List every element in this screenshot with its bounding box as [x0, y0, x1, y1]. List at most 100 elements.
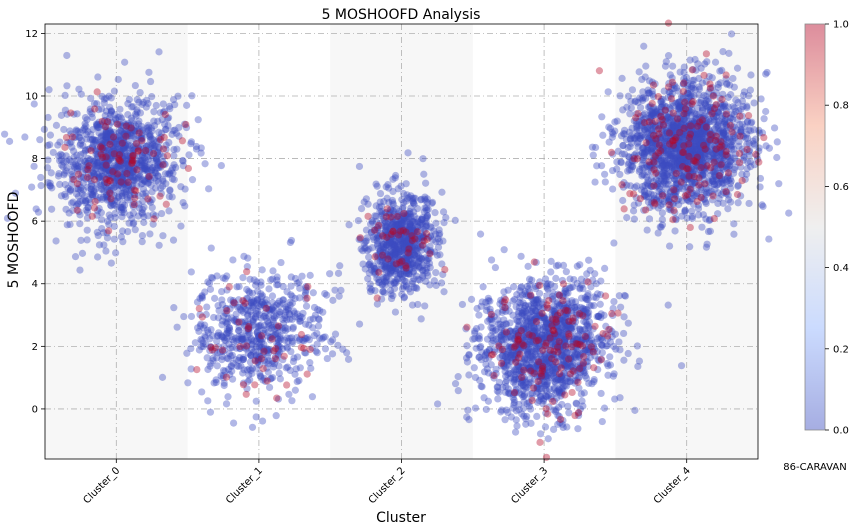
data-point [98, 143, 107, 151]
data-point [142, 165, 150, 173]
data-point [439, 237, 447, 245]
data-point [121, 166, 129, 175]
data-point [489, 324, 497, 332]
data-point [123, 173, 131, 181]
data-point [107, 202, 115, 210]
data-point [743, 103, 751, 112]
data-point [123, 131, 131, 139]
data-point [115, 121, 123, 129]
data-point [618, 150, 626, 158]
data-point [134, 192, 143, 200]
data-point [95, 173, 103, 181]
data-point [620, 313, 628, 321]
data-point [152, 169, 160, 177]
data-point [282, 364, 290, 372]
data-point [140, 162, 148, 170]
data-point [104, 127, 113, 136]
data-point [638, 95, 646, 103]
data-point [112, 170, 120, 178]
data-point [118, 141, 127, 149]
data-point [170, 176, 178, 184]
data-point [665, 242, 674, 250]
data-point [745, 199, 753, 208]
data-point [90, 160, 98, 168]
data-point [125, 152, 133, 160]
data-point [107, 118, 115, 126]
data-point [152, 155, 160, 163]
data-point [101, 126, 109, 134]
data-point [626, 182, 635, 190]
data-point [119, 176, 127, 184]
data-point [92, 136, 100, 144]
data-point [93, 159, 101, 167]
data-point [118, 152, 126, 160]
data-point [517, 284, 525, 292]
data-point [269, 306, 277, 314]
data-point [128, 103, 136, 111]
data-point [106, 145, 114, 154]
data-point [250, 276, 258, 284]
data-point [345, 221, 353, 229]
data-point [116, 126, 125, 135]
data-point [72, 126, 80, 134]
data-point [464, 406, 472, 414]
data-point [135, 125, 143, 133]
data-point [139, 205, 147, 214]
data-point [596, 300, 604, 308]
data-point [48, 205, 56, 213]
data-point [344, 355, 353, 363]
data-point [135, 200, 143, 208]
data-point [183, 101, 191, 109]
data-point [698, 223, 706, 231]
data-point [573, 303, 581, 311]
data-point [155, 137, 163, 146]
data-point [106, 138, 114, 146]
data-point [137, 134, 145, 142]
data-point [785, 209, 793, 217]
data-point [392, 171, 400, 180]
data-point [122, 127, 130, 135]
data-point [194, 116, 202, 124]
data-point [21, 133, 29, 141]
data-point [121, 186, 130, 194]
data-point [49, 148, 57, 157]
data-point [126, 193, 134, 201]
data-point [138, 161, 146, 169]
data-point [364, 200, 372, 208]
data-point [139, 148, 148, 157]
data-point [146, 148, 154, 156]
data-point [95, 174, 103, 182]
data-point [60, 158, 68, 166]
data-point [309, 289, 317, 297]
data-point [144, 126, 153, 134]
data-point [125, 121, 133, 129]
data-point [137, 122, 146, 131]
data-point [166, 186, 174, 194]
data-point [139, 197, 147, 205]
data-point [125, 123, 133, 131]
data-point [76, 266, 84, 274]
data-point [82, 122, 90, 130]
data-point [611, 395, 619, 403]
data-point [104, 157, 112, 165]
data-point [119, 165, 127, 173]
data-point [83, 116, 91, 124]
data-point [118, 183, 127, 192]
data-point [28, 183, 36, 191]
data-point [107, 152, 116, 160]
data-point [113, 176, 121, 184]
data-point [308, 393, 317, 401]
data-point [326, 270, 334, 278]
data-point [125, 95, 133, 104]
data-point [67, 138, 75, 146]
data-point [83, 236, 91, 244]
data-point [137, 180, 145, 188]
data-point [118, 213, 126, 221]
data-point [139, 158, 147, 167]
data-point [619, 141, 627, 150]
data-point [102, 154, 111, 162]
data-point [329, 336, 337, 344]
data-point [111, 151, 119, 159]
data-point [120, 209, 128, 217]
data-point [113, 163, 121, 172]
